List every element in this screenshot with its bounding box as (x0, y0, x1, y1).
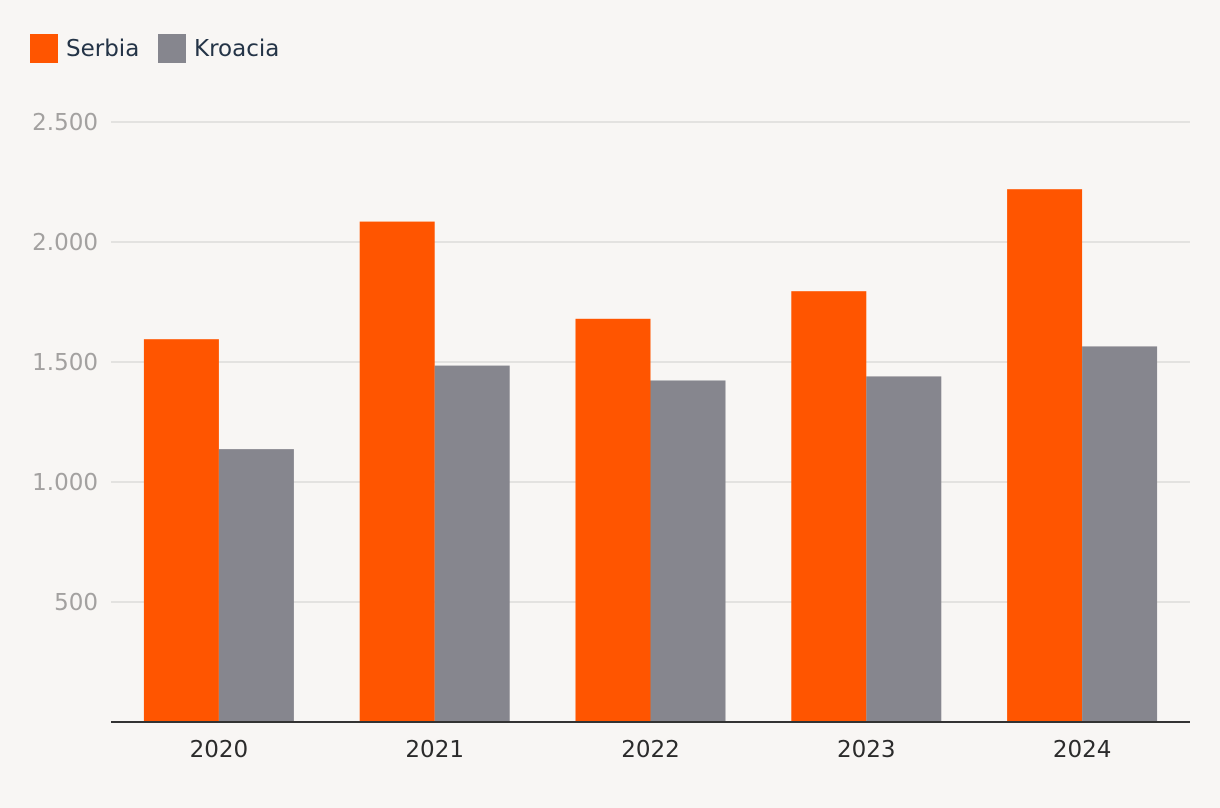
bar-kroacia-2021 (434, 365, 510, 722)
x-tick-label: 2022 (621, 737, 680, 763)
legend-swatch-serbia (30, 34, 58, 63)
y-tick-label: 500 (54, 590, 98, 616)
x-tick-label: 2023 (837, 737, 896, 763)
legend: Serbia Kroacia (30, 34, 279, 63)
bar-kroacia-2024 (1082, 346, 1158, 722)
legend-swatch-kroacia (158, 34, 186, 63)
bar-serbia-2021 (359, 221, 435, 722)
bar-serbia-2022 (575, 318, 651, 722)
bar-kroacia-2020 (218, 449, 294, 722)
y-tick-label: 2.500 (32, 110, 98, 136)
y-tick-label: 2.000 (32, 230, 98, 256)
x-tick-label: 2024 (1053, 737, 1112, 763)
x-tick-label: 2021 (405, 737, 464, 763)
bar-serbia-2023 (791, 291, 867, 722)
x-axis-labels: 2020 2021 2022 2023 2024 (190, 737, 1112, 763)
y-tick-label: 1.000 (32, 470, 98, 496)
y-tick-label: 1.500 (32, 350, 98, 376)
bar-serbia-2020 (143, 339, 219, 722)
x-tick-label: 2020 (190, 737, 249, 763)
bars (143, 189, 1158, 722)
bar-kroacia-2022 (650, 380, 726, 722)
y-axis-labels: 500 1.000 1.500 2.000 2.500 (32, 110, 98, 616)
legend-label-kroacia: Kroacia (194, 36, 279, 62)
bar-kroacia-2023 (866, 376, 942, 722)
legend-label-serbia: Serbia (66, 36, 139, 62)
bar-serbia-2024 (1007, 189, 1083, 722)
